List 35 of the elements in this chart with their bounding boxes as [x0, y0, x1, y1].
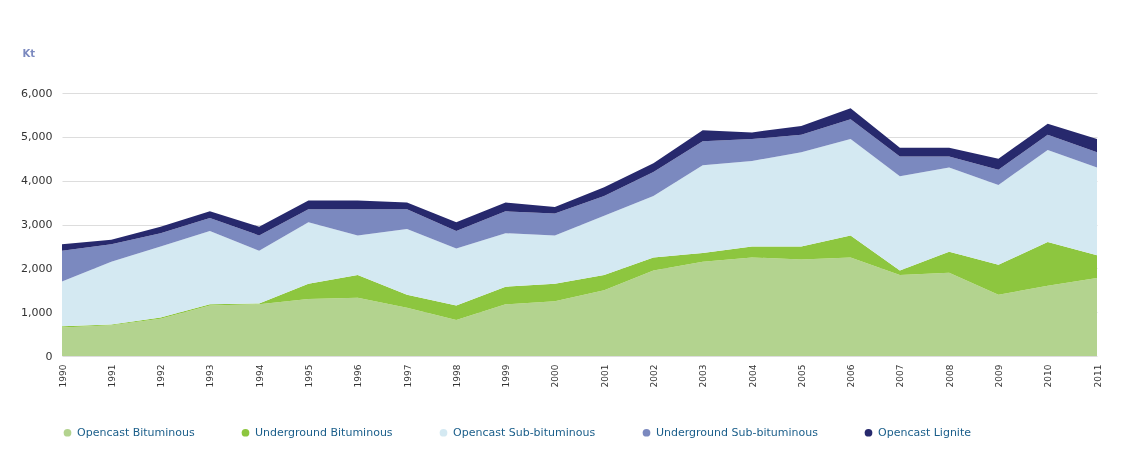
- x-tick-label: 1999: [501, 364, 512, 388]
- x-tick-label: 2001: [599, 364, 610, 388]
- x-tick-label: 2011: [1092, 364, 1103, 388]
- x-tick-label: 2002: [648, 364, 659, 388]
- x-tick-label: 1991: [106, 364, 117, 388]
- x-tick-label: 2000: [550, 364, 561, 388]
- x-tick-label: 2010: [1043, 364, 1054, 388]
- x-tick-label: 1994: [254, 364, 265, 388]
- x-tick-label: 2003: [698, 364, 709, 388]
- x-tick-label: 1993: [205, 364, 216, 388]
- x-tick-label: 1997: [402, 364, 413, 388]
- y-tick-label: 4,000: [21, 174, 53, 188]
- legend-label: Underground Sub-bituminous: [656, 425, 819, 439]
- x-tick-label: 2004: [747, 364, 758, 388]
- x-tick-label: 1990: [57, 364, 68, 388]
- y-tick-label: 1,000: [21, 305, 53, 319]
- x-tick-label: 2007: [895, 364, 906, 388]
- y-axis-title: Kt: [22, 47, 36, 59]
- x-tick-label: 2005: [796, 364, 807, 388]
- x-tick-label: 1998: [451, 364, 462, 388]
- legend-label: Underground Bituminous: [255, 425, 393, 439]
- y-tick-label: 6,000: [21, 86, 53, 100]
- x-tick-label: 2006: [846, 364, 857, 388]
- y-tick-label: 3,000: [21, 218, 53, 231]
- x-tick-label: 1996: [353, 364, 364, 388]
- y-tick-label: 5,000: [21, 130, 53, 144]
- y-tick-label: 2,000: [21, 261, 53, 275]
- x-tick-label: 1995: [303, 364, 314, 388]
- legend-label: Opencast Lignite: [878, 425, 972, 439]
- y-tick-label: 0: [45, 349, 53, 363]
- x-tick-label: 2009: [993, 364, 1004, 388]
- x-tick-label: 2008: [944, 364, 955, 388]
- legend-label: Opencast Bituminous: [77, 425, 196, 439]
- legend-label: Opencast Sub-bituminous: [453, 425, 596, 439]
- x-tick-label: 1992: [156, 364, 167, 388]
